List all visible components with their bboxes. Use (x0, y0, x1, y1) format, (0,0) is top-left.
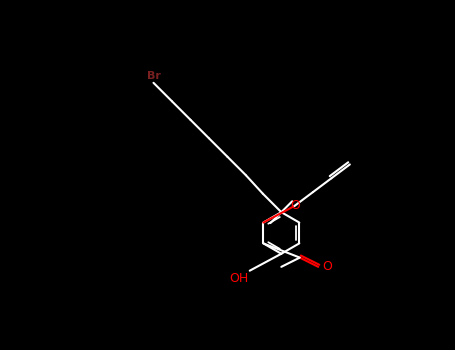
Text: Br: Br (147, 71, 161, 81)
Text: O: O (290, 199, 300, 212)
Text: O: O (322, 260, 332, 273)
Text: OH: OH (230, 272, 249, 285)
